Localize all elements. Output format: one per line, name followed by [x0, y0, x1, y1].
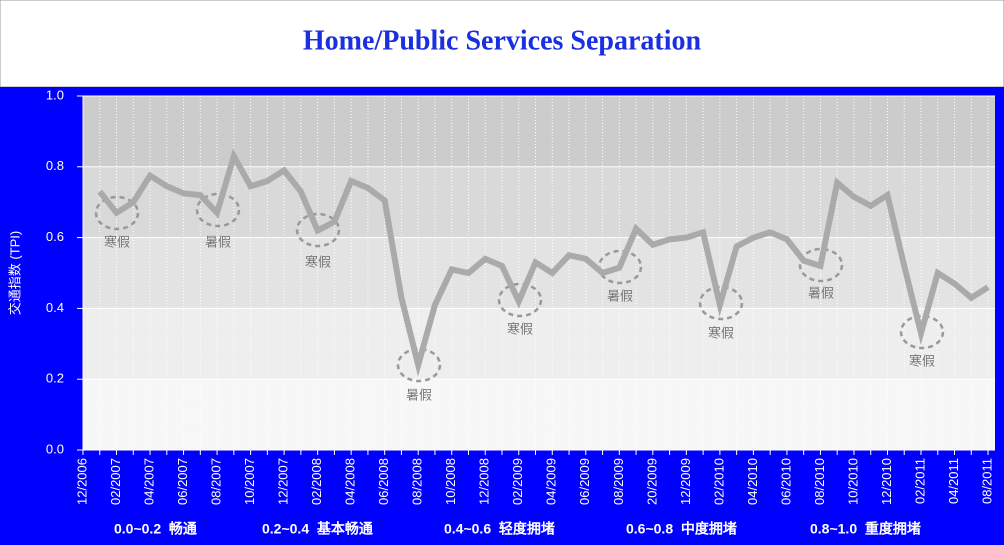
band-legend: 0.8~1.0 重度拥堵 [810, 521, 921, 537]
annotation-circle [899, 314, 945, 350]
band [83, 379, 995, 450]
x-tick-label: 02/2009 [510, 458, 525, 505]
x-tick-label: 10/2008 [443, 458, 458, 505]
x-tick-label: 04/2009 [544, 458, 559, 505]
x-tick-label: 06/2008 [376, 458, 391, 505]
band [83, 237, 995, 309]
x-tick-label: 02/2010 [711, 458, 726, 505]
annotation: 寒假 [104, 234, 130, 249]
annotation: 暑假 [205, 234, 231, 249]
annotation: 暑假 [808, 285, 834, 300]
annotation: 寒假 [708, 325, 734, 340]
x-tick-label: 04/2010 [745, 458, 760, 505]
x-tick-label: 12/2006 [74, 458, 89, 505]
x-tick-label: 20/2009 [644, 458, 659, 505]
x-tick-label: 08/2007 [209, 458, 224, 505]
annotation-circle [798, 247, 844, 283]
x-tick-label: 12/2007 [276, 458, 291, 505]
band-legend: 0.0~0.2 畅通 [114, 521, 197, 537]
band-legend: 0.4~0.6 轻度拥堵 [444, 521, 555, 537]
annotation: 寒假 [305, 254, 331, 269]
band-legend: 0.2~0.4 基本畅通 [262, 521, 373, 537]
annotation: 寒假 [507, 321, 533, 336]
x-tick-label: 12/2009 [678, 458, 693, 505]
y-tick-label: 0.2 [46, 371, 64, 386]
y-tick-label: 0.0 [46, 441, 64, 456]
chart-title: Home/Public Services Separation [303, 25, 702, 56]
y-tick-label: 0.6 [46, 229, 64, 244]
band-legend: 0.6~0.8 中度拥堵 [626, 521, 737, 537]
x-tick-label: 02/2011 [912, 458, 927, 504]
x-tick-label: 10/2007 [242, 458, 257, 505]
x-tick-label: 04/2008 [343, 458, 358, 505]
x-tick-label: 12/2010 [879, 458, 894, 505]
series-line [97, 148, 990, 377]
x-tick-label: 12/2008 [477, 458, 492, 505]
annotation-circle [497, 282, 543, 318]
annotation-circle [698, 285, 744, 321]
annotation: 暑假 [607, 288, 633, 303]
x-tick-label: 02/2008 [309, 458, 324, 505]
x-tick-label: 08/2009 [611, 458, 626, 505]
band [83, 96, 995, 167]
y-tick-label: 1.0 [46, 87, 64, 102]
band [83, 166, 995, 238]
x-tick-label: 06/2010 [778, 458, 793, 505]
x-tick-label: 02/2007 [108, 458, 123, 505]
x-tick-label: 06/2007 [175, 458, 190, 505]
x-tick-label: 04/2007 [141, 458, 156, 505]
x-tick-label: 08/2008 [410, 458, 425, 505]
y-tick-label: 0.4 [46, 300, 64, 315]
annotation-circle [195, 192, 241, 228]
annotation: 暑假 [406, 387, 432, 402]
x-tick-label: 08/2010 [812, 458, 827, 505]
x-tick-label: 04/2011 [946, 458, 961, 504]
x-tick-label: 06/2009 [577, 458, 592, 505]
annotation-circle [94, 195, 140, 231]
band [83, 308, 995, 380]
annotation-circle [396, 347, 442, 383]
y-tick-label: 0.8 [46, 158, 64, 173]
annotation: 寒假 [909, 353, 935, 368]
y-axis-label: 交通指数 (TPI) [7, 231, 22, 316]
x-tick-label: 08/2011 [979, 458, 994, 504]
annotation-circle [295, 212, 341, 248]
x-tick-label: 10/2010 [845, 458, 860, 505]
